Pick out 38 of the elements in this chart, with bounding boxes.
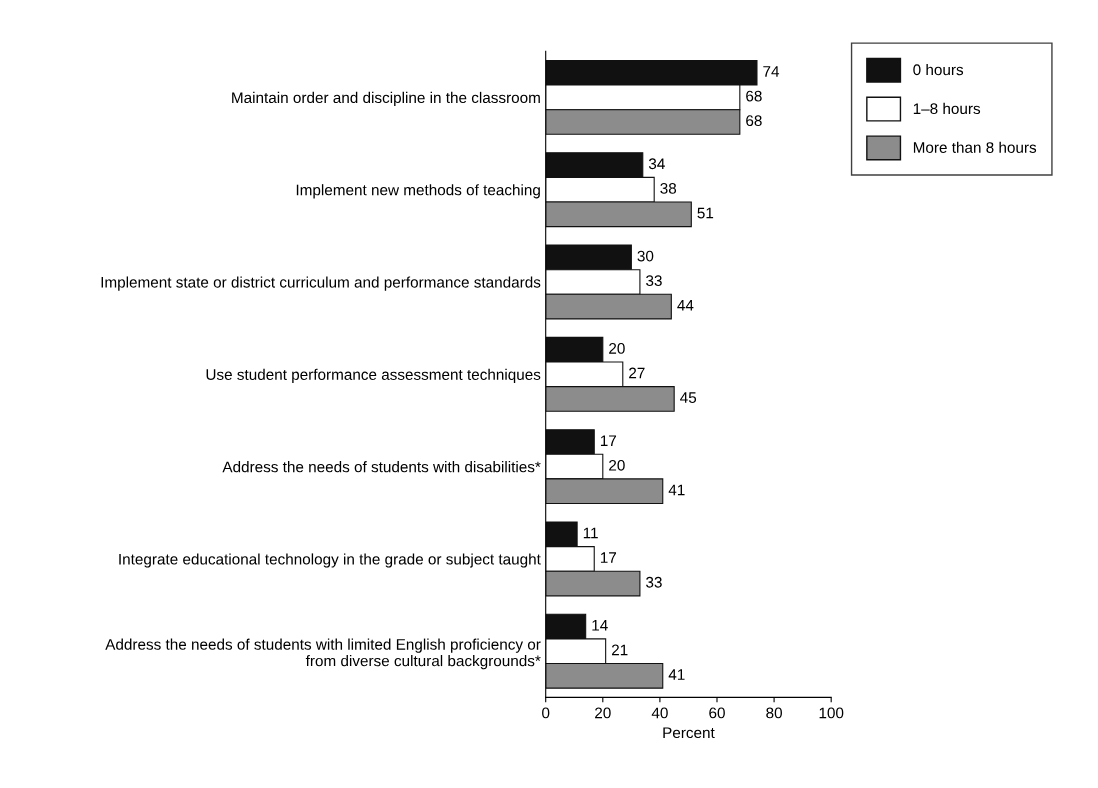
- data-label: 68: [746, 115, 762, 127]
- x-tick-label: 20: [595, 707, 611, 719]
- x-tick-label: 0: [542, 707, 550, 719]
- data-label: 20: [609, 459, 625, 471]
- data-label: 30: [637, 250, 654, 262]
- data-label: 17: [600, 435, 617, 446]
- data-label: 44: [677, 300, 694, 311]
- x-tick-label: 40: [651, 707, 668, 719]
- data-label: 33: [646, 576, 662, 588]
- x-tick-label: 100: [819, 707, 844, 719]
- data-label: 17: [600, 552, 617, 563]
- data-label: 45: [680, 392, 697, 404]
- data-label: 51: [697, 207, 714, 219]
- data-label: 38: [660, 182, 677, 194]
- legend-label: 0 hours: [913, 63, 964, 76]
- data-label: 27: [629, 367, 645, 379]
- y-tick-label: Implement state or district curriculum and performance standards: [101, 276, 541, 291]
- legend-label: More than 8 hours: [913, 141, 1037, 153]
- y-tick-label: Maintain order and discipline in the classroom: [232, 91, 540, 107]
- data-label: 41: [668, 484, 685, 496]
- data-label: 20: [609, 342, 625, 354]
- x-tick-label: 80: [766, 707, 782, 719]
- data-label: 21: [611, 644, 628, 656]
- y-tick-label: Address the needs of students with limited English proficiency or from diverse cultural backgrounds*: [105, 638, 541, 670]
- y-tick-label: Use student performance assessment techniques: [206, 368, 541, 384]
- data-label: 41: [668, 669, 685, 680]
- x-axis-title: Percent: [663, 727, 715, 739]
- y-tick-label: Integrate educational technology in the grade or subject taught: [119, 553, 541, 568]
- data-label: 68: [746, 90, 762, 102]
- legend-label: 1–8 hours: [913, 102, 981, 115]
- data-label: 34: [648, 158, 665, 170]
- data-label: 11: [583, 527, 598, 539]
- data-label: 14: [592, 620, 608, 631]
- y-tick-label: Address the needs of students with disabilities*: [222, 461, 541, 473]
- data-label: 74: [763, 66, 780, 77]
- x-tick-label: 60: [709, 707, 725, 719]
- data-label: 33: [646, 275, 662, 287]
- y-tick-label: Implement new methods of teaching: [296, 184, 540, 199]
